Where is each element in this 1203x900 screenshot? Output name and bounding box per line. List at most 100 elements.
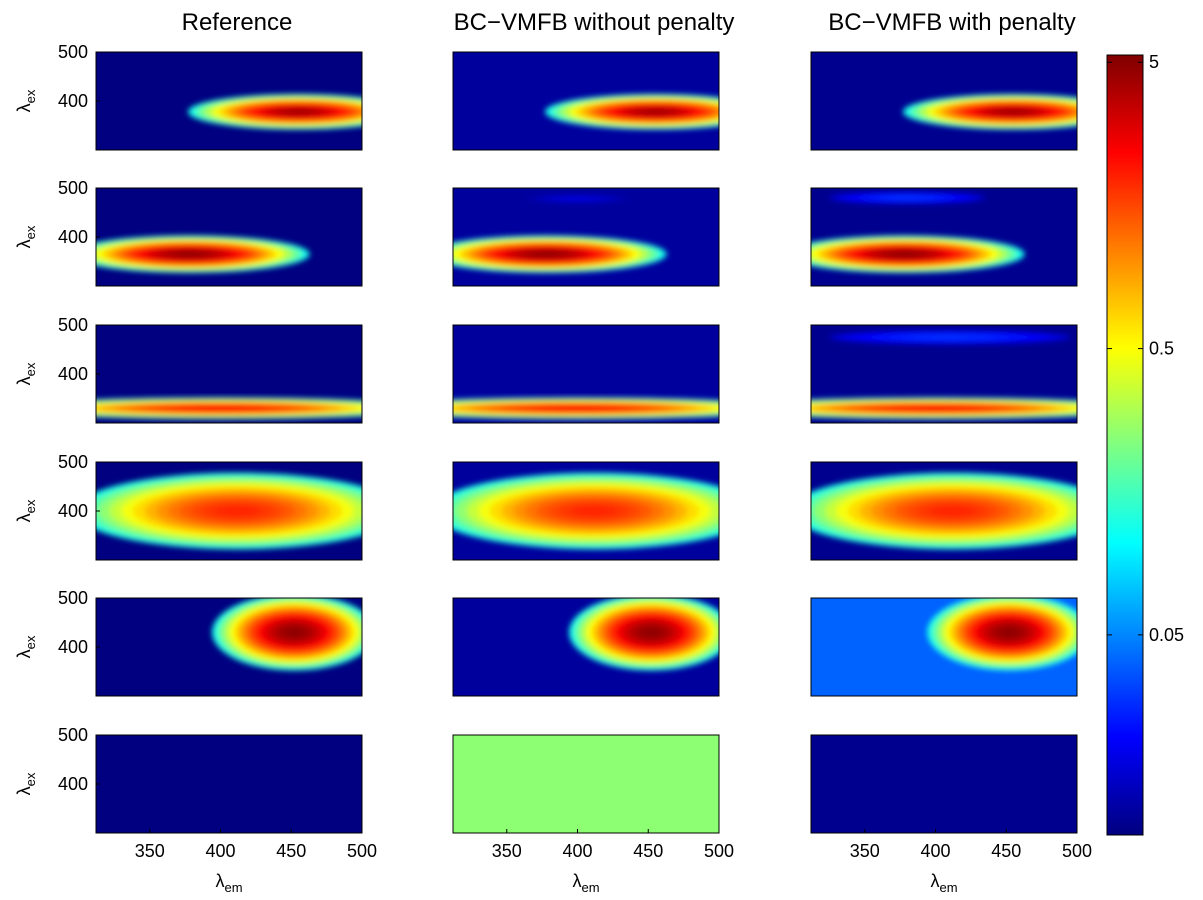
intensity-contour [582, 508, 607, 514]
panel-surface [453, 194, 667, 273]
column-title: BC−VMFB without penalty [454, 9, 735, 36]
label-subscript: ex [23, 772, 38, 786]
panel-background [453, 735, 719, 833]
panel [453, 598, 719, 696]
intensity-contour [205, 407, 236, 410]
panel-surface [96, 397, 362, 420]
label-subscript: em [939, 880, 957, 895]
colorbar-tick-label: 0.05 [1149, 625, 1184, 645]
intensity-contour [920, 407, 951, 410]
panel-frame [452, 461, 720, 561]
panel-surface [545, 94, 719, 130]
x-tick-label: 450 [991, 841, 1021, 861]
column-title: Reference [182, 9, 293, 36]
panel-frame [810, 187, 1078, 287]
intensity-contour [180, 252, 198, 256]
y-tick-label: 500 [58, 588, 88, 608]
panel [453, 735, 719, 833]
y-axis-label: λex [14, 89, 38, 112]
y-tick-label: 500 [58, 315, 88, 335]
x-axis-label: λem [215, 871, 242, 895]
x-tick-label: 400 [562, 841, 592, 861]
panel-frame [810, 461, 1078, 561]
intensity-contour [647, 110, 664, 114]
panel-surface [212, 598, 362, 671]
panel-surface [569, 598, 719, 671]
y-tick-label: 500 [58, 452, 88, 472]
colorbar [1106, 54, 1144, 836]
panel [96, 188, 362, 286]
panel [96, 462, 362, 560]
panel-frame [810, 51, 1078, 151]
x-tick-label: 350 [492, 841, 522, 861]
panel [811, 325, 1077, 423]
panel-surface [453, 472, 719, 550]
x-tick-label: 400 [205, 841, 235, 861]
panel-frame [452, 187, 720, 287]
panel-surface [927, 598, 1077, 671]
label-subscript: ex [23, 225, 38, 239]
panel-surface [96, 472, 362, 550]
panel-surface [453, 397, 719, 420]
label-subscript: em [224, 880, 242, 895]
intensity-contour [895, 252, 913, 256]
panel-background [96, 735, 362, 833]
panel-frame [810, 734, 1078, 834]
panel-background [811, 735, 1077, 833]
label-symbol: λ [14, 513, 34, 522]
y-tick-label: 400 [58, 91, 88, 111]
intensity-contour [941, 336, 959, 338]
label-subscript: ex [23, 89, 38, 103]
y-axis-label: λex [14, 362, 38, 385]
intensity-contour [1005, 110, 1022, 114]
colorbar-tick-label: 0.5 [1149, 339, 1174, 359]
y-tick-label: 500 [58, 42, 88, 62]
panel [811, 598, 1077, 696]
panel [811, 188, 1077, 286]
label-subscript: ex [23, 499, 38, 513]
panel [811, 735, 1077, 833]
label-symbol: λ [14, 376, 34, 385]
y-tick-label: 400 [58, 227, 88, 247]
panel [453, 188, 719, 286]
x-tick-label: 500 [347, 841, 377, 861]
intensity-contour [290, 110, 307, 114]
x-tick-label: 450 [276, 841, 306, 861]
intensity-contour [1003, 629, 1015, 636]
panel [811, 52, 1077, 150]
panel-surface [96, 235, 310, 273]
label-symbol: λ [14, 239, 34, 248]
panel [453, 52, 719, 150]
label-symbol: λ [572, 871, 581, 891]
panel-frame [810, 597, 1078, 697]
y-axis-label: λex [14, 225, 38, 248]
intensity-contour [940, 508, 965, 514]
label-subscript: ex [23, 635, 38, 649]
label-subscript: em [581, 880, 599, 895]
panel [453, 325, 719, 423]
intensity-contour [562, 407, 593, 410]
x-tick-label: 350 [135, 841, 165, 861]
y-axis-label: λex [14, 772, 38, 795]
panel-surface [811, 330, 1077, 420]
y-tick-label: 400 [58, 364, 88, 384]
intensity-contour [645, 629, 657, 636]
intensity-contour [225, 508, 250, 514]
x-axis-label: λem [572, 871, 599, 895]
panel-frame [810, 324, 1078, 424]
panel [453, 462, 719, 560]
y-axis-label: λex [14, 499, 38, 522]
x-axis-label: λem [930, 871, 957, 895]
panel-surface [811, 472, 1077, 550]
panel-frame [452, 51, 720, 151]
y-tick-label: 500 [58, 178, 88, 198]
panel-frame [452, 597, 720, 697]
column-title: BC−VMFB with penalty [828, 9, 1075, 36]
label-subscript: ex [23, 362, 38, 376]
intensity-contour [901, 197, 913, 199]
label-symbol: λ [930, 871, 939, 891]
y-tick-label: 400 [58, 637, 88, 657]
panel-surface [188, 94, 362, 130]
y-axis-label: λex [14, 635, 38, 658]
